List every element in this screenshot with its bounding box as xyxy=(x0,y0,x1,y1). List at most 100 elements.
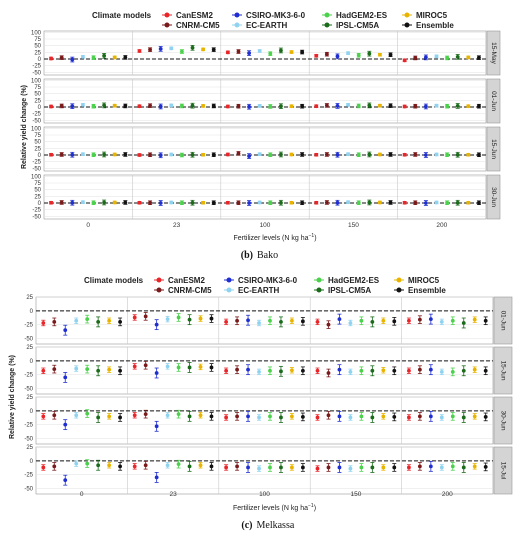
data-point xyxy=(74,366,79,371)
panel-strip-label: 15-Jul xyxy=(500,462,507,480)
data-point xyxy=(158,104,163,109)
y-tick-label: 50 xyxy=(34,44,41,50)
data-point xyxy=(209,464,214,469)
legend-label: CNRM-CM5 xyxy=(168,286,212,295)
data-point xyxy=(279,319,283,324)
data-point xyxy=(279,104,283,109)
data-point xyxy=(165,364,170,369)
y-tick-label: 0 xyxy=(38,153,42,159)
legend-swatch-dot xyxy=(164,22,170,28)
data-point xyxy=(247,51,251,56)
y-tick-label: 100 xyxy=(31,174,42,180)
data-point xyxy=(257,369,261,374)
data-point xyxy=(41,368,46,373)
data-point xyxy=(236,104,241,109)
data-point xyxy=(137,104,142,109)
data-point xyxy=(326,322,331,327)
data-point xyxy=(102,152,107,157)
y-tick-label: -25 xyxy=(24,323,33,329)
data-point xyxy=(118,368,122,373)
data-point xyxy=(359,414,364,419)
data-point xyxy=(289,200,294,205)
data-point xyxy=(211,104,216,108)
data-point xyxy=(257,49,262,53)
data-point xyxy=(370,415,375,420)
caption-text: Bako xyxy=(257,250,278,261)
data-point xyxy=(74,318,79,323)
y-tick-label: 25 xyxy=(26,395,33,401)
data-point xyxy=(257,200,262,205)
data-point xyxy=(169,152,174,157)
data-point xyxy=(367,152,372,157)
data-point xyxy=(445,104,450,109)
data-point xyxy=(461,415,466,420)
data-point xyxy=(388,52,393,57)
data-point xyxy=(324,200,329,205)
data-point xyxy=(198,463,203,468)
data-point xyxy=(257,104,262,108)
data-point xyxy=(335,200,340,205)
data-point xyxy=(417,317,422,322)
data-point xyxy=(63,328,68,333)
panel-strip xyxy=(493,296,513,345)
data-point xyxy=(289,104,294,109)
y-tick-label: -50 xyxy=(24,336,33,342)
y-tick-label: 25 xyxy=(26,445,33,451)
x-tick-label: 100 xyxy=(260,222,271,229)
caption-text: Melkassa xyxy=(257,520,295,531)
data-point xyxy=(148,47,152,52)
data-point xyxy=(59,55,64,60)
panel-strip xyxy=(493,446,513,495)
data-point xyxy=(367,51,372,56)
data-point xyxy=(132,464,137,469)
data-point xyxy=(290,368,294,373)
data-point xyxy=(378,152,382,157)
y-axis-label: Relative yield change (%) xyxy=(21,85,28,169)
x-tick-label: 23 xyxy=(173,222,181,229)
data-point xyxy=(348,321,353,325)
y-tick-label: -25 xyxy=(24,473,33,479)
data-point xyxy=(148,103,152,108)
data-point xyxy=(154,424,159,429)
panel-strip-label: 15-Jun xyxy=(490,139,497,159)
data-point xyxy=(246,465,250,470)
data-point xyxy=(49,104,53,109)
data-point xyxy=(154,475,159,480)
x-axis-label: Fertilizer levels (N kg ha−1) xyxy=(233,503,316,512)
data-point xyxy=(466,152,471,157)
data-point xyxy=(326,413,331,418)
data-point xyxy=(235,464,239,469)
panel-strip-label: 15-May xyxy=(490,42,497,64)
panel-frame xyxy=(43,126,487,172)
y-tick-label: -25 xyxy=(24,373,33,379)
data-point xyxy=(428,317,433,322)
legend-label: CanESM2 xyxy=(176,11,213,20)
data-point xyxy=(209,414,214,419)
data-point xyxy=(335,104,340,108)
panel-strip xyxy=(486,78,501,124)
data-point xyxy=(91,152,96,157)
x-tick-label: 100 xyxy=(259,491,270,498)
data-point xyxy=(381,414,386,419)
panel-strip xyxy=(486,30,501,76)
data-point xyxy=(85,317,90,322)
data-point xyxy=(80,54,85,59)
legend-label: MIROC5 xyxy=(408,276,440,285)
y-tick-label: 75 xyxy=(34,181,41,187)
y-tick-label: 50 xyxy=(34,92,41,98)
data-point xyxy=(407,465,411,470)
data-point xyxy=(112,103,117,108)
legend-label: EC-EARTH xyxy=(246,21,288,30)
data-point xyxy=(224,465,229,470)
y-tick-label: -25 xyxy=(24,423,33,429)
legend-swatch-dot xyxy=(324,22,330,28)
data-point xyxy=(268,51,273,56)
data-point xyxy=(246,318,250,323)
data-point xyxy=(41,465,46,470)
data-point xyxy=(190,152,195,157)
data-point xyxy=(107,367,112,372)
legend-swatch-dot xyxy=(164,12,170,18)
data-point xyxy=(236,151,241,156)
data-point xyxy=(224,319,229,324)
